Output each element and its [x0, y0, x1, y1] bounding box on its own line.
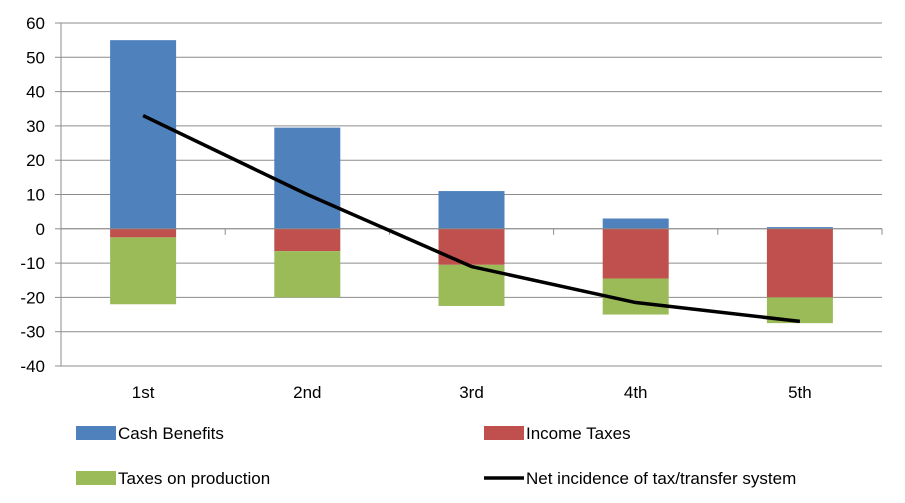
y-tick-label: -40: [20, 357, 45, 376]
net-incidence-line-group: [142, 114, 801, 324]
x-tick-label: 5th: [788, 383, 812, 402]
x-tick-label: 1st: [132, 383, 155, 402]
x-tick-labels: 1st 2nd 3rd 4th 5th: [132, 383, 812, 402]
y-tick-labels: -40 -30 -20 -10 0 10 20 30 40 50 60: [20, 14, 45, 376]
x-tick-label: 2nd: [293, 383, 321, 402]
y-tick-label: 30: [26, 117, 45, 136]
bar-income-taxes-2nd: [274, 228, 341, 252]
legend-label-net-incidence-of-tax-transfer-system: Net incidence of tax/transfer system: [526, 469, 796, 488]
bar-cash-benefits-3rd: [438, 191, 505, 229]
bar-cash-benefits-2nd: [274, 127, 341, 229]
legend-label-income-taxes: Income Taxes: [526, 424, 631, 443]
x-tick-label: 3rd: [459, 383, 484, 402]
y-tick-label: 0: [36, 220, 45, 239]
bar-taxes-on-production-1st: [110, 237, 177, 305]
y-tick-label: 40: [26, 83, 45, 102]
y-tick-label: 20: [26, 151, 45, 170]
x-tick-label: 4th: [624, 383, 648, 402]
bar-cash-benefits-5th: [766, 227, 833, 229]
bar-taxes-on-production-2nd: [274, 251, 341, 298]
bar-income-taxes-1st: [110, 228, 177, 238]
bar-income-taxes-4th: [602, 228, 669, 279]
y-tick-label: -10: [20, 254, 45, 273]
y-tick-label: 10: [26, 186, 45, 205]
y-tick-label: 60: [26, 14, 45, 33]
bar-income-taxes-3rd: [438, 228, 505, 265]
bar-cash-benefits-1st: [110, 40, 177, 229]
legend-swatch-taxes-on-production: [76, 471, 116, 485]
y-tick-label: -20: [20, 288, 45, 307]
bar-income-taxes-5th: [766, 228, 833, 298]
bars: [110, 40, 833, 324]
net-incidence-line: [142, 114, 801, 324]
legend-label-cash-benefits: Cash Benefits: [118, 424, 224, 443]
legend: Cash Benefits Income Taxes Taxes on produc…: [76, 424, 796, 488]
y-tick-label: 50: [26, 48, 45, 67]
legend-swatch-cash-benefits: [76, 426, 116, 440]
bar-cash-benefits-4th: [602, 218, 669, 229]
legend-swatch-income-taxes: [484, 426, 524, 440]
y-tick-label: -30: [20, 323, 45, 342]
legend-label-taxes-on-production: Taxes on production: [118, 469, 270, 488]
